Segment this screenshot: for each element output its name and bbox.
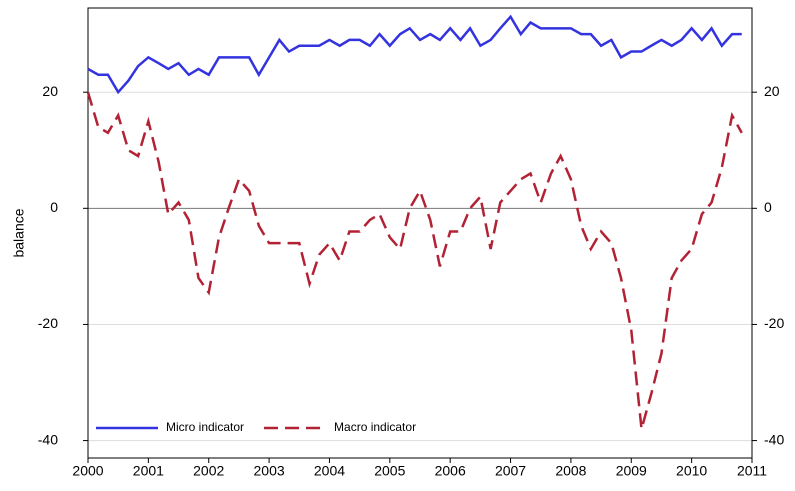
y2-tick-label: 20	[764, 83, 780, 99]
x-tick-label: 2007	[495, 463, 526, 479]
y2-tick-label: 0	[764, 199, 772, 215]
x-tick-label: 2000	[72, 463, 103, 479]
y-tick-label: -40	[38, 431, 58, 447]
y-tick-label: -20	[38, 315, 58, 331]
x-tick-label: 2005	[374, 463, 405, 479]
x-tick-label: 2008	[555, 463, 586, 479]
legend-label: Micro indicator	[166, 420, 244, 434]
series-line	[86, 91, 743, 430]
y2-tick-label: -20	[764, 315, 784, 331]
y-axis-label: balance	[11, 208, 27, 257]
x-tick-label: 2006	[435, 463, 466, 479]
y-tick-label: 0	[50, 199, 58, 215]
x-tick-label: 2010	[676, 463, 707, 479]
x-tick-label: 2001	[133, 463, 164, 479]
series-line	[87, 14, 742, 95]
y-tick-label: 20	[42, 83, 58, 99]
x-tick-label: 2009	[616, 463, 647, 479]
x-tick-label: 2003	[254, 463, 285, 479]
x-tick-label: 2011	[737, 463, 767, 479]
y2-tick-label: -40	[764, 431, 784, 447]
x-tick-label: 2004	[314, 463, 345, 479]
x-tick-label: 2002	[193, 463, 224, 479]
legend-label: Macro indicator	[334, 420, 416, 434]
plot-frame	[87, 7, 753, 459]
